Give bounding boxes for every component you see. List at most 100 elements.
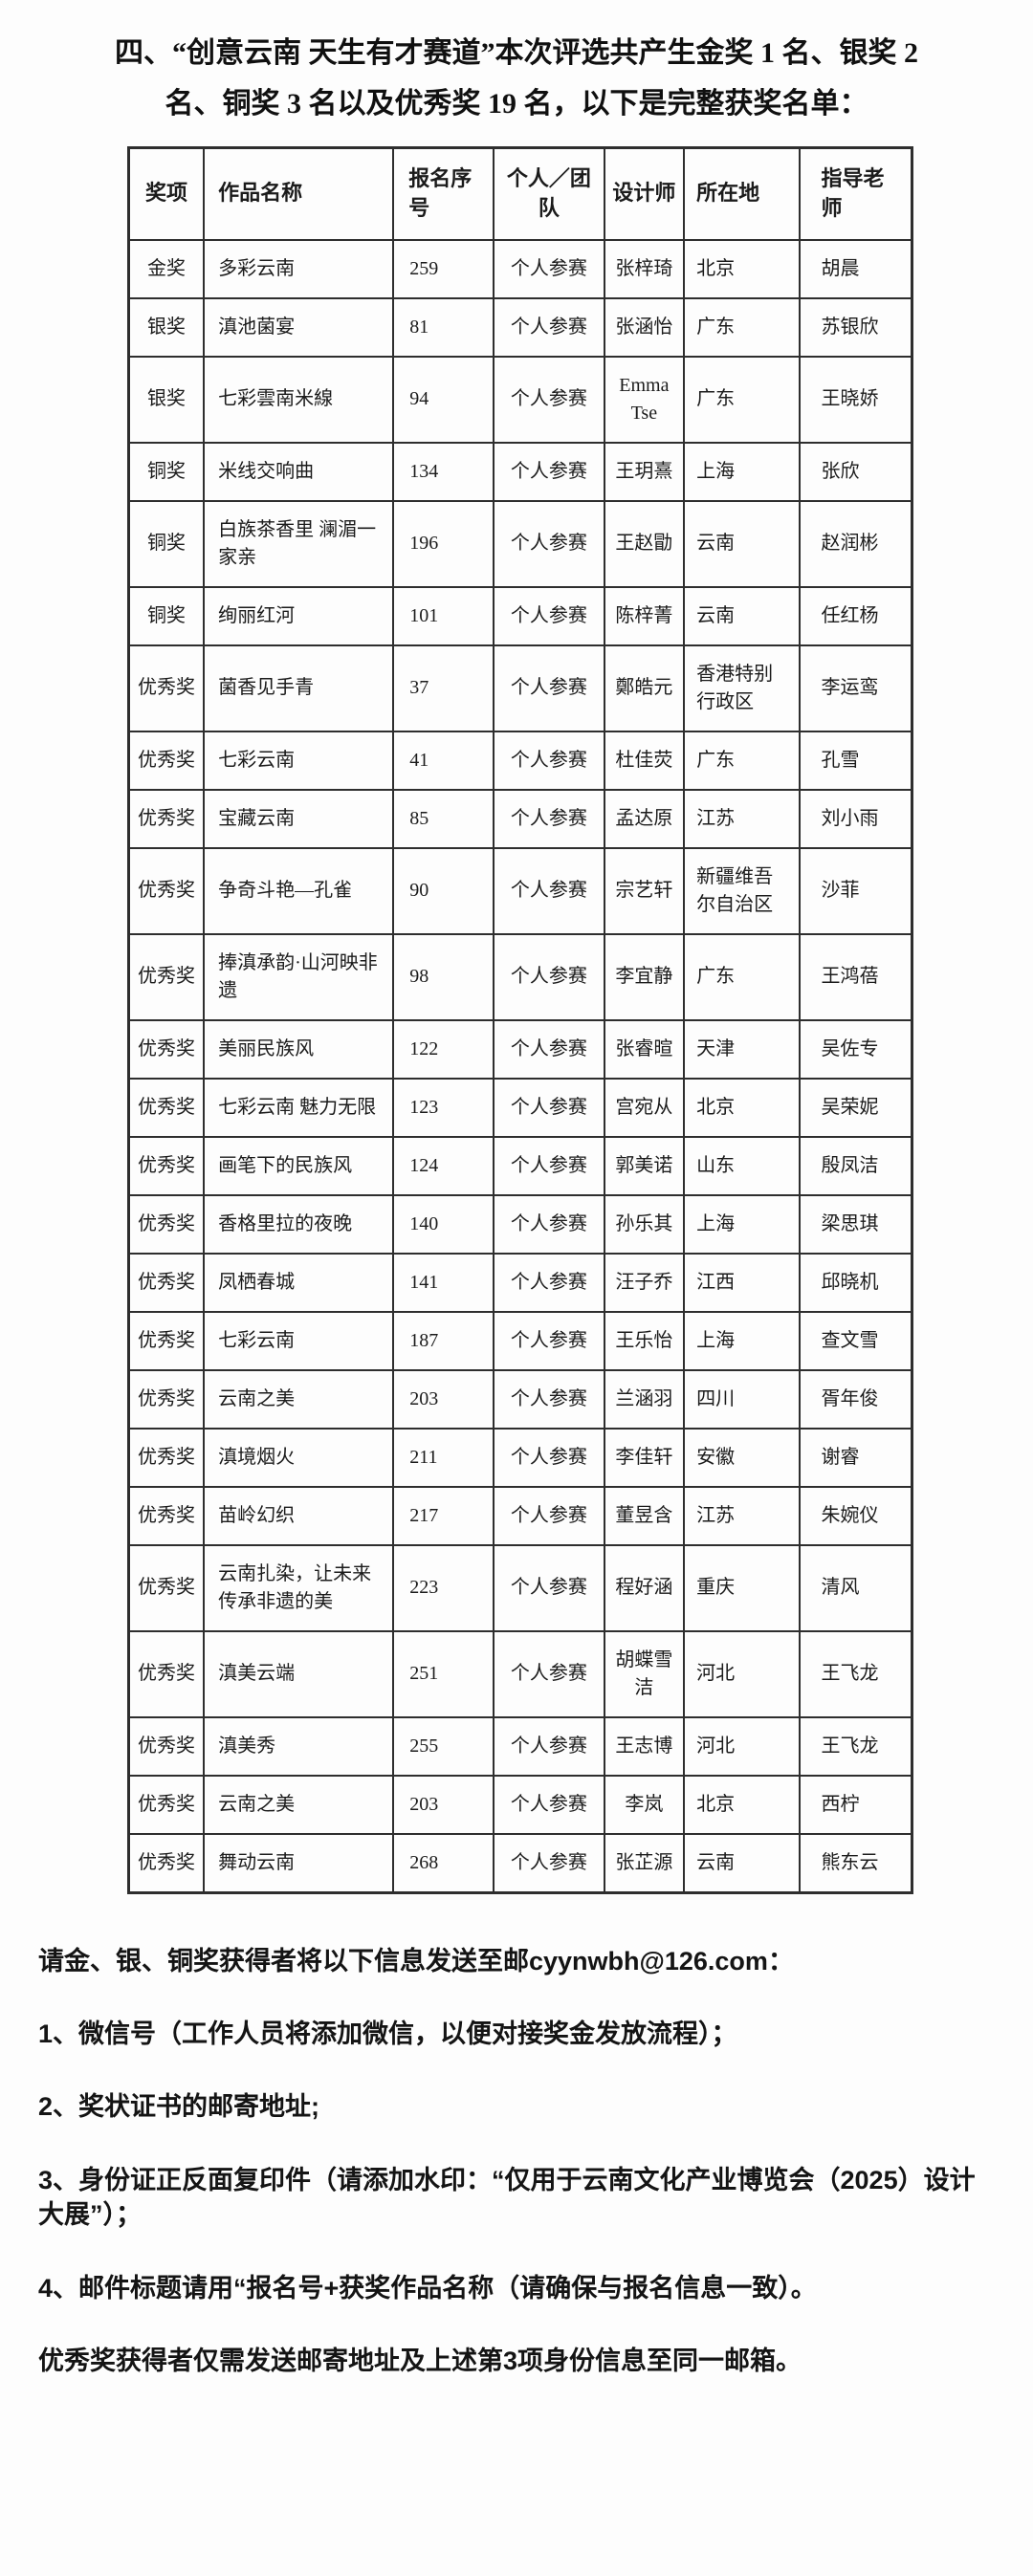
cell-award: 优秀奖: [127, 788, 206, 849]
cell-location: 河北: [683, 1715, 801, 1777]
table-row: 优秀奖 争奇斗艳—孔雀 90 个人参赛 宗艺轩 新疆维吾尔自治区 沙菲: [127, 846, 913, 935]
table-row: 优秀奖 画笔下的民族风 124 个人参赛 郭美诺 山东 殷凤洁: [127, 1135, 913, 1196]
cell-type: 个人参赛: [493, 1077, 605, 1138]
cell-teacher: 刘小雨: [798, 788, 913, 849]
cell-location: 广东: [683, 355, 801, 444]
table-row: 优秀奖 宝藏云南 85 个人参赛 孟达原 江苏 刘小雨: [127, 788, 913, 849]
table-row: 优秀奖 凤栖春城 141 个人参赛 汪子乔 江西 邱晓机: [127, 1252, 913, 1313]
cell-designer: 王赵勖: [603, 499, 686, 588]
table-row: 铜奖 绚丽红河 101 个人参赛 陈梓菁 云南 任红杨: [127, 585, 913, 646]
cell-work: 香格里拉的夜晚: [203, 1193, 395, 1255]
cell-designer: 宫宛从: [603, 1077, 686, 1138]
table-row: 优秀奖 云南之美 203 个人参赛 李岚 北京 西柠: [127, 1774, 913, 1835]
cell-entry-no: 211: [392, 1427, 495, 1488]
cell-type: 个人参赛: [493, 1485, 605, 1546]
cell-designer: 王志博: [603, 1715, 686, 1777]
cell-designer: 张芷源: [603, 1832, 686, 1894]
table-row: 银奖 滇池菌宴 81 个人参赛 张涵怡 广东 苏银欣: [127, 296, 913, 358]
awards-table-header: 奖项 作品名称 报名序号 个人／团队 设计师 所在地 指导老师: [127, 146, 913, 241]
cell-location: 云南: [683, 499, 801, 588]
cell-type: 个人参赛: [493, 730, 605, 791]
cell-entry-no: 85: [392, 788, 495, 849]
cell-work: 绚丽红河: [203, 585, 395, 646]
cell-designer: 陈梓菁: [603, 585, 686, 646]
cell-teacher: 朱婉仪: [798, 1485, 913, 1546]
cell-entry-no: 122: [392, 1018, 495, 1080]
cell-designer: 王乐怡: [603, 1310, 686, 1371]
cell-teacher: 沙菲: [798, 846, 913, 935]
cell-award: 优秀奖: [127, 1629, 206, 1718]
table-row: 铜奖 白族茶香里 澜湄一家亲 196 个人参赛 王赵勖 云南 赵润彬: [127, 499, 913, 588]
cell-entry-no: 41: [392, 730, 495, 791]
cell-entry-no: 134: [392, 441, 495, 502]
cell-award: 优秀奖: [127, 1715, 206, 1777]
awards-table-body: 金奖 多彩云南 259 个人参赛 张梓琦 北京 胡晨 银奖 滇池菌宴 81 个人参赛 张涵怡 广东 苏银欣…: [127, 238, 913, 1894]
cell-work: 滇美秀: [203, 1715, 395, 1777]
cell-location: 云南: [683, 1832, 801, 1894]
cell-teacher: 胡晨: [798, 238, 913, 299]
cell-award: 优秀奖: [127, 932, 206, 1021]
cell-location: 香港特别行政区: [683, 644, 801, 732]
header-cell-designer: 设计师: [603, 146, 686, 241]
cell-award: 优秀奖: [127, 1310, 206, 1371]
cell-designer: 张梓琦: [603, 238, 686, 299]
cell-award: 优秀奖: [127, 1193, 206, 1255]
table-row: 优秀奖 香格里拉的夜晚 140 个人参赛 孙乐其 上海 梁思琪: [127, 1193, 913, 1255]
cell-type: 个人参赛: [493, 1427, 605, 1488]
cell-location: 广东: [683, 296, 801, 358]
header-cell-entry-no: 报名序号: [392, 146, 495, 241]
cell-award: 优秀奖: [127, 1252, 206, 1313]
table-row: 优秀奖 七彩云南 魅力无限 123 个人参赛 宫宛从 北京 吴荣妮: [127, 1077, 913, 1138]
footer-item-2: 2、奖状证书的邮寄地址;: [38, 2092, 320, 2122]
cell-entry-no: 94: [392, 355, 495, 444]
cell-entry-no: 98: [392, 932, 495, 1021]
cell-entry-no: 101: [392, 585, 495, 646]
cell-teacher: 李运鸾: [798, 644, 913, 732]
cell-entry-no: 141: [392, 1252, 495, 1313]
cell-teacher: 查文雪: [798, 1310, 913, 1371]
cell-work: 云南之美: [203, 1368, 395, 1430]
cell-work: 七彩云南: [203, 730, 395, 791]
cell-entry-no: 251: [392, 1629, 495, 1718]
cell-award: 铜奖: [127, 441, 206, 502]
footer-instructions: 请金、银、铜奖获得者将以下信息发送至邮cyynwbh@126.com： 1、微信…: [38, 1944, 979, 2379]
cell-location: 安徽: [683, 1427, 801, 1488]
cell-award: 优秀奖: [127, 1077, 206, 1138]
cell-work: 七彩云南 魅力无限: [203, 1077, 395, 1138]
cell-location: 北京: [683, 1077, 801, 1138]
cell-work: 捧滇承韵·山河映非遗: [203, 932, 395, 1021]
cell-location: 上海: [683, 1310, 801, 1371]
cell-award: 优秀奖: [127, 1485, 206, 1546]
cell-type: 个人参赛: [493, 1774, 605, 1835]
cell-location: 广东: [683, 730, 801, 791]
footer-item-4: 4、邮件标题请用“报名号+获奖作品名称（请确保与报名信息一致）。: [38, 2273, 817, 2303]
cell-designer: 胡蝶雪洁: [603, 1629, 686, 1718]
cell-entry-no: 203: [392, 1774, 495, 1835]
cell-designer: 汪子乔: [603, 1252, 686, 1313]
table-row: 优秀奖 云南之美 203 个人参赛 兰涵羽 四川 胥年俊: [127, 1368, 913, 1430]
cell-designer: 王玥熹: [603, 441, 686, 502]
cell-location: 江苏: [683, 1485, 801, 1546]
cell-type: 个人参赛: [493, 932, 605, 1021]
table-row: 优秀奖 滇美秀 255 个人参赛 王志博 河北 王飞龙: [127, 1715, 913, 1777]
cell-award: 优秀奖: [127, 1774, 206, 1835]
cell-award: 优秀奖: [127, 1427, 206, 1488]
cell-location: 新疆维吾尔自治区: [683, 846, 801, 935]
cell-entry-no: 259: [392, 238, 495, 299]
header-cell-type: 个人／团队: [493, 146, 605, 241]
cell-teacher: 王飞龙: [798, 1715, 913, 1777]
cell-award: 优秀奖: [127, 1543, 206, 1632]
cell-teacher: 谢睿: [798, 1427, 913, 1488]
cell-location: 四川: [683, 1368, 801, 1430]
page-title: 四、“创意云南 天生有才赛道”本次评选共产生金奖 1 名、银奖 2 名、铜奖 3…: [0, 0, 1033, 129]
table-row: 金奖 多彩云南 259 个人参赛 张梓琦 北京 胡晨: [127, 238, 913, 299]
cell-teacher: 张欣: [798, 441, 913, 502]
cell-work: 苗岭幻织: [203, 1485, 395, 1546]
cell-entry-no: 90: [392, 846, 495, 935]
table-row: 铜奖 米线交响曲 134 个人参赛 王玥熹 上海 张欣: [127, 441, 913, 502]
cell-location: 广东: [683, 932, 801, 1021]
cell-teacher: 苏银欣: [798, 296, 913, 358]
cell-teacher: 王飞龙: [798, 1629, 913, 1718]
cell-designer: 张睿暄: [603, 1018, 686, 1080]
cell-work: 米线交响曲: [203, 441, 395, 502]
